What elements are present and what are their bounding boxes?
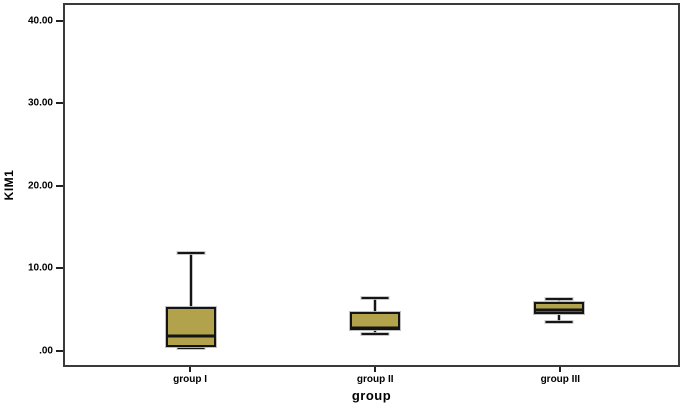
boxplot-group-3-cap-max — [545, 298, 573, 301]
y-tick-label: 30.00 — [27, 97, 53, 109]
x-axis: group I group II group III — [63, 365, 680, 408]
boxplot-group-3-cap-min — [545, 320, 573, 323]
boxplot-group-2-whisker-lower — [374, 329, 377, 335]
boxplot-group-2-cap-min — [361, 333, 389, 336]
y-tick-mark — [56, 20, 63, 23]
x-axis-title: group — [351, 388, 392, 403]
y-axis: .00 10.00 20.00 30.00 40.00 — [0, 3, 63, 367]
y-tick-label: 10.00 — [27, 262, 53, 274]
boxplot-group-1-whisker-upper — [190, 252, 193, 308]
boxplot-group-1-cap-max — [177, 251, 205, 254]
x-category-label: group III — [540, 374, 581, 385]
boxplot-group-1-box — [166, 307, 217, 348]
x-tick-mark — [189, 367, 192, 372]
boxplot-group-2-cap-max — [361, 297, 389, 300]
boxplot-group-2-whisker-upper — [374, 298, 377, 313]
y-tick-mark — [56, 102, 63, 105]
y-tick-mark — [56, 349, 63, 352]
boxplot-group-3-whisker-upper — [558, 299, 561, 303]
x-tick-mark — [559, 367, 562, 372]
x-tick-mark — [374, 367, 377, 372]
y-tick-label: .00 — [39, 345, 53, 357]
boxplot-group-2-median — [350, 326, 401, 330]
boxplot-group-1-cap-min — [177, 346, 205, 349]
boxplot-group-1-median — [166, 334, 217, 338]
boxplot-group-3-median — [534, 308, 585, 312]
y-tick-label: 40.00 — [27, 15, 53, 27]
y-tick-mark — [56, 184, 63, 187]
y-tick-mark — [56, 267, 63, 270]
plot-area — [63, 3, 680, 367]
x-category-label: group II — [356, 374, 394, 385]
boxplot-group-3-whisker-lower — [558, 314, 561, 322]
x-category-label: group I — [173, 374, 208, 385]
y-tick-label: 20.00 — [27, 180, 53, 192]
